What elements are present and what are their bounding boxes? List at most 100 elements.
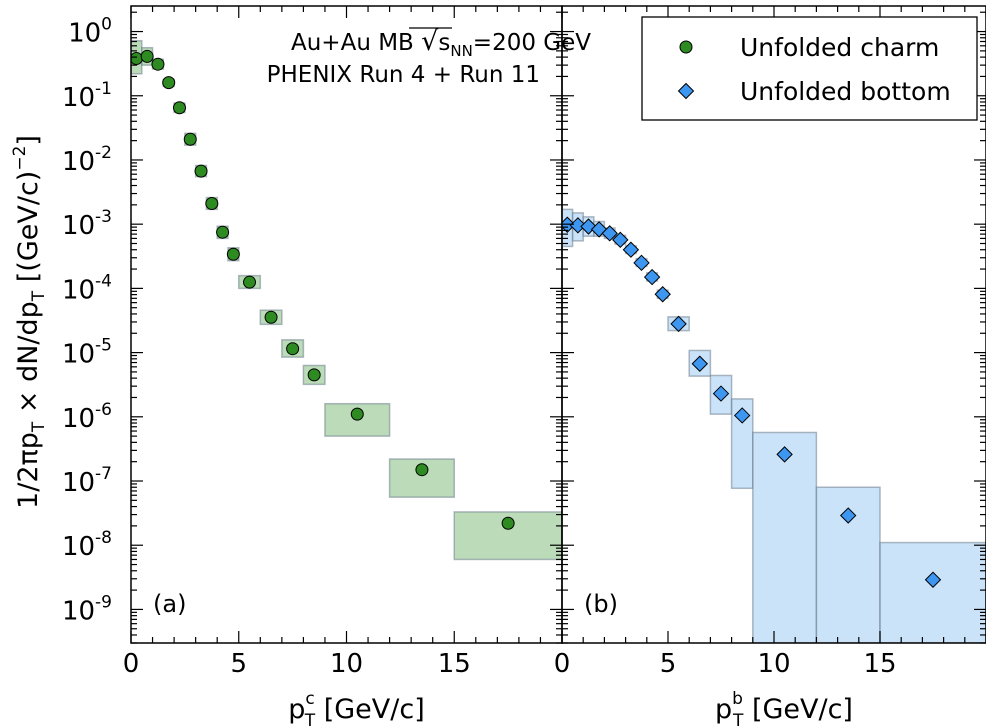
y-tick-mantissa: 10 [62, 532, 95, 562]
annotation-sub: NN [450, 42, 472, 60]
x-axis-label: pc T [GeV/c] [288, 689, 425, 727]
data-point [131, 52, 143, 66]
y-tick-mantissa: 10 [62, 404, 95, 434]
y-tick-exponent: 0 [101, 15, 112, 35]
x-tick-label: 0 [554, 649, 571, 679]
panel-label: (b) [584, 590, 618, 618]
x-tick-label: 15 [863, 649, 896, 679]
data-point [569, 217, 587, 234]
y-tick-label: 10-2 [62, 143, 112, 177]
data-point [691, 355, 709, 372]
panel-label: (a) [153, 590, 186, 618]
y-tick-exponent: -9 [95, 592, 112, 612]
x-axis-label-unit: [GeV/c] [743, 694, 853, 725]
systematic-box [752, 431, 818, 643]
y-tick-label: 10-7 [62, 464, 112, 498]
data-point [654, 286, 671, 303]
x-axis-label: pb T [GeV/c] [715, 689, 853, 727]
data-point [172, 101, 186, 115]
data-point [183, 132, 197, 146]
data-point [670, 315, 687, 333]
y-tick-label: 10-8 [62, 528, 112, 562]
data-point [151, 57, 165, 71]
sqrt-symbol: √ [421, 26, 439, 57]
data-layer [131, 39, 562, 561]
y-tick-exponent: -8 [95, 528, 112, 548]
y-tick-label: 100 [68, 15, 112, 49]
y-tick-label: 10-5 [62, 336, 112, 370]
annotation-line2: PHENIX Run 4 + Run 11 [267, 62, 540, 88]
y-tick-exponent: -3 [95, 207, 112, 227]
x-axis-label-sub: T [304, 711, 316, 727]
data-point [601, 225, 618, 242]
x-axis-label-sub: T [732, 711, 744, 727]
y-tick-exponent: -6 [95, 400, 112, 420]
data-point [226, 247, 240, 261]
x-axis-label-base: p [715, 694, 732, 725]
data-point [286, 342, 300, 356]
x-tick-label: 5 [660, 649, 677, 679]
data-point [612, 231, 629, 249]
legend-label-bottom: Unfolded bottom [740, 77, 951, 106]
y-tick-mantissa: 10 [62, 596, 95, 626]
systematic-box [879, 541, 986, 643]
x-axis-label-sup: b [732, 689, 743, 709]
x-axis-label-sup: c [305, 689, 314, 709]
y-tick-exponent: -5 [95, 336, 112, 356]
y-tick-exponent: -4 [95, 271, 112, 291]
legend-marker-bottom [677, 82, 695, 100]
overlay: Unfolded charm Unfolded bottom [641, 16, 978, 121]
y-tick-mantissa: 10 [62, 211, 95, 241]
legend-box [641, 16, 978, 121]
data-point [216, 225, 230, 239]
y-tick-label: 10-1 [62, 79, 112, 113]
annotation-line1: Au+Au MB √sNN=200 GeV [291, 26, 591, 60]
y-tick-mantissa: 10 [62, 340, 95, 370]
legend: Unfolded charm Unfolded bottom [641, 16, 978, 121]
data-point [307, 368, 321, 382]
data-point [776, 446, 793, 463]
data-point [415, 463, 429, 477]
legend-label-charm: Unfolded charm [740, 33, 939, 62]
y-axis-label-part: 1/2πp [13, 432, 44, 509]
x-tick-label: 5 [230, 649, 247, 679]
y-tick-mantissa: 10 [62, 468, 95, 498]
y-tick-exponent: -1 [95, 79, 112, 99]
annotation-text: Au+Au MB [291, 30, 421, 56]
y-tick-mantissa: 10 [62, 275, 95, 305]
data-point [501, 516, 515, 530]
data-point [140, 49, 154, 63]
y-tick-label: 10-3 [62, 207, 112, 241]
data-point [733, 407, 751, 424]
x-tick-label: 15 [438, 649, 471, 679]
y-tick-label: 10-4 [62, 271, 112, 305]
x-tick-label: 10 [330, 649, 363, 679]
data-layer [562, 208, 986, 643]
y-tick-mantissa: 10 [68, 19, 101, 49]
y-axis-label: 1/2πpT × dN/dpT [(GeV/c)−2] [10, 135, 49, 509]
data-point [194, 164, 208, 178]
y-tick-label: 10-9 [62, 592, 112, 626]
y-tick-exponent: -7 [95, 464, 112, 484]
data-point [643, 268, 661, 286]
data-point [924, 571, 942, 588]
y-axis-label-sub: T [29, 290, 49, 302]
data-point [162, 76, 176, 90]
y-tick-exponent: -2 [95, 143, 112, 163]
data-point [205, 196, 219, 210]
y-tick-label: 10-6 [62, 400, 112, 434]
data-point [264, 310, 278, 324]
x-tick-label: 0 [123, 649, 140, 679]
y-axis-label-sup: −2 [10, 146, 30, 171]
data-point [633, 254, 650, 272]
x-tick-label: 10 [757, 649, 790, 679]
y-axis-label-sub: T [29, 421, 49, 433]
panel-b: 0 5 10 15 pb T [GeV/c] (b) [554, 5, 986, 727]
annotation-text: s [438, 30, 450, 56]
y-tick-mantissa: 10 [62, 147, 95, 177]
x-axis-label-base: p [288, 694, 305, 725]
data-point [243, 275, 257, 289]
y-axis-label-part: [(GeV/c) [13, 171, 44, 291]
